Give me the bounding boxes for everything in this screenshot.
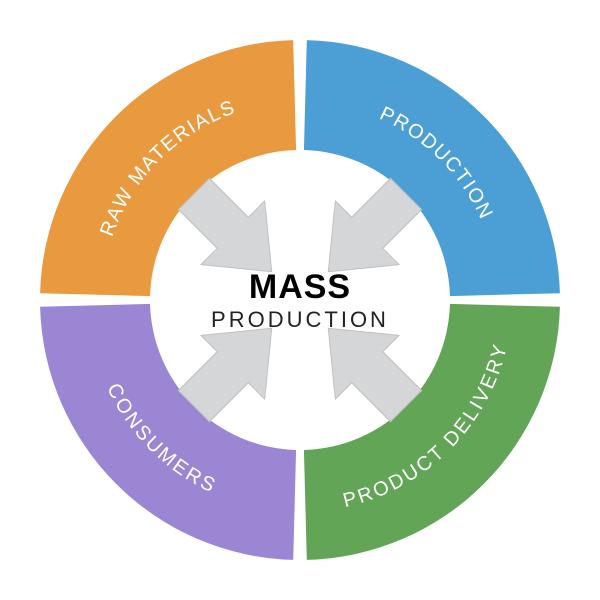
center-title-line1: MASS (211, 268, 389, 307)
mass-production-cycle-diagram: PRODUCTIONPRODUCT DELIVERYCONSUMERSRAW M… (0, 0, 600, 600)
center-title: MASS PRODUCTION (211, 268, 389, 332)
center-title-line2: PRODUCTION (211, 307, 389, 332)
